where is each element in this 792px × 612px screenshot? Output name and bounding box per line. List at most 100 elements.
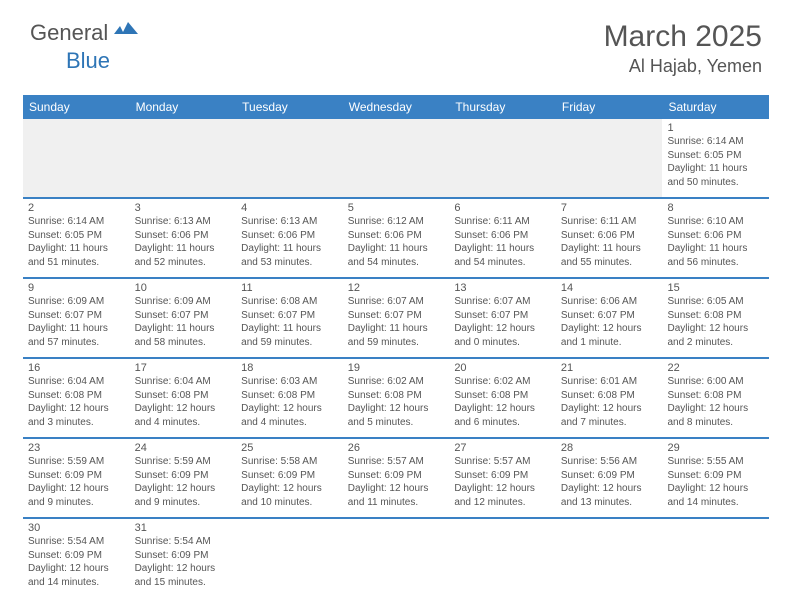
day-info: Sunrise: 6:05 AMSunset: 6:08 PMDaylight:… bbox=[667, 295, 764, 349]
week-row: 2Sunrise: 6:14 AMSunset: 6:05 PMDaylight… bbox=[23, 199, 769, 279]
day-cell bbox=[236, 119, 343, 197]
day-number: 4 bbox=[241, 202, 338, 214]
day-info: Sunrise: 6:11 AMSunset: 6:06 PMDaylight:… bbox=[454, 215, 551, 269]
day-cell: 5Sunrise: 6:12 AMSunset: 6:06 PMDaylight… bbox=[343, 199, 450, 277]
day-info: Sunrise: 6:04 AMSunset: 6:08 PMDaylight:… bbox=[28, 375, 125, 429]
day-number: 5 bbox=[348, 202, 445, 214]
daylight: Daylight: 11 hours and 54 minutes. bbox=[348, 242, 445, 269]
sunrise: Sunrise: 5:57 AM bbox=[348, 455, 445, 469]
day-cell: 27Sunrise: 5:57 AMSunset: 6:09 PMDayligh… bbox=[449, 439, 556, 517]
daylight: Daylight: 12 hours and 4 minutes. bbox=[241, 402, 338, 429]
day-cell: 10Sunrise: 6:09 AMSunset: 6:07 PMDayligh… bbox=[130, 279, 237, 357]
day-info: Sunrise: 6:12 AMSunset: 6:06 PMDaylight:… bbox=[348, 215, 445, 269]
sunrise: Sunrise: 6:05 AM bbox=[667, 295, 764, 309]
day-info: Sunrise: 6:14 AMSunset: 6:05 PMDaylight:… bbox=[667, 135, 764, 189]
logo: General bbox=[30, 20, 142, 46]
day-cell: 19Sunrise: 6:02 AMSunset: 6:08 PMDayligh… bbox=[343, 359, 450, 437]
day-info: Sunrise: 6:02 AMSunset: 6:08 PMDaylight:… bbox=[454, 375, 551, 429]
sunset: Sunset: 6:05 PM bbox=[28, 229, 125, 243]
day-cell: 30Sunrise: 5:54 AMSunset: 6:09 PMDayligh… bbox=[23, 519, 130, 597]
day-cell bbox=[449, 119, 556, 197]
sunrise: Sunrise: 6:03 AM bbox=[241, 375, 338, 389]
day-cell: 4Sunrise: 6:13 AMSunset: 6:06 PMDaylight… bbox=[236, 199, 343, 277]
daylight: Daylight: 12 hours and 13 minutes. bbox=[561, 482, 658, 509]
daylight: Daylight: 12 hours and 1 minute. bbox=[561, 322, 658, 349]
sunrise: Sunrise: 5:56 AM bbox=[561, 455, 658, 469]
daylight: Daylight: 12 hours and 2 minutes. bbox=[667, 322, 764, 349]
weekday-cell: Thursday bbox=[449, 95, 556, 119]
location: Al Hajab, Yemen bbox=[604, 56, 762, 77]
sunset: Sunset: 6:09 PM bbox=[241, 469, 338, 483]
day-info: Sunrise: 6:02 AMSunset: 6:08 PMDaylight:… bbox=[348, 375, 445, 429]
day-number: 14 bbox=[561, 282, 658, 294]
sunrise: Sunrise: 6:01 AM bbox=[561, 375, 658, 389]
day-cell: 25Sunrise: 5:58 AMSunset: 6:09 PMDayligh… bbox=[236, 439, 343, 517]
week-row: 16Sunrise: 6:04 AMSunset: 6:08 PMDayligh… bbox=[23, 359, 769, 439]
day-cell bbox=[236, 519, 343, 597]
day-number: 12 bbox=[348, 282, 445, 294]
sunset: Sunset: 6:09 PM bbox=[561, 469, 658, 483]
day-number: 15 bbox=[667, 282, 764, 294]
daylight: Daylight: 11 hours and 53 minutes. bbox=[241, 242, 338, 269]
daylight: Daylight: 11 hours and 56 minutes. bbox=[667, 242, 764, 269]
sunrise: Sunrise: 6:02 AM bbox=[454, 375, 551, 389]
week-row: 30Sunrise: 5:54 AMSunset: 6:09 PMDayligh… bbox=[23, 519, 769, 597]
daylight: Daylight: 12 hours and 5 minutes. bbox=[348, 402, 445, 429]
daylight: Daylight: 12 hours and 14 minutes. bbox=[667, 482, 764, 509]
day-cell bbox=[130, 119, 237, 197]
day-number: 24 bbox=[135, 442, 232, 454]
day-cell bbox=[449, 519, 556, 597]
day-info: Sunrise: 6:04 AMSunset: 6:08 PMDaylight:… bbox=[135, 375, 232, 429]
sunset: Sunset: 6:09 PM bbox=[348, 469, 445, 483]
month-title: March 2025 bbox=[604, 20, 762, 54]
sunrise: Sunrise: 5:54 AM bbox=[135, 535, 232, 549]
day-info: Sunrise: 6:11 AMSunset: 6:06 PMDaylight:… bbox=[561, 215, 658, 269]
day-info: Sunrise: 5:59 AMSunset: 6:09 PMDaylight:… bbox=[135, 455, 232, 509]
day-info: Sunrise: 6:01 AMSunset: 6:08 PMDaylight:… bbox=[561, 375, 658, 429]
day-number: 6 bbox=[454, 202, 551, 214]
day-number: 17 bbox=[135, 362, 232, 374]
day-cell: 14Sunrise: 6:06 AMSunset: 6:07 PMDayligh… bbox=[556, 279, 663, 357]
day-cell bbox=[556, 119, 663, 197]
sunrise: Sunrise: 5:59 AM bbox=[135, 455, 232, 469]
day-number: 29 bbox=[667, 442, 764, 454]
weekday-cell: Wednesday bbox=[343, 95, 450, 119]
logo-sub: Blue bbox=[66, 48, 110, 73]
daylight: Daylight: 11 hours and 58 minutes. bbox=[135, 322, 232, 349]
sunrise: Sunrise: 6:00 AM bbox=[667, 375, 764, 389]
calendar: SundayMondayTuesdayWednesdayThursdayFrid… bbox=[23, 95, 769, 597]
sunset: Sunset: 6:07 PM bbox=[561, 309, 658, 323]
weekday-cell: Tuesday bbox=[236, 95, 343, 119]
sunset: Sunset: 6:08 PM bbox=[28, 389, 125, 403]
sunset: Sunset: 6:06 PM bbox=[241, 229, 338, 243]
daylight: Daylight: 12 hours and 0 minutes. bbox=[454, 322, 551, 349]
day-number: 3 bbox=[135, 202, 232, 214]
daylight: Daylight: 11 hours and 52 minutes. bbox=[135, 242, 232, 269]
sunrise: Sunrise: 6:06 AM bbox=[561, 295, 658, 309]
weeks-container: 1Sunrise: 6:14 AMSunset: 6:05 PMDaylight… bbox=[23, 119, 769, 597]
daylight: Daylight: 12 hours and 11 minutes. bbox=[348, 482, 445, 509]
weekday-header: SundayMondayTuesdayWednesdayThursdayFrid… bbox=[23, 95, 769, 119]
day-number: 2 bbox=[28, 202, 125, 214]
day-info: Sunrise: 6:09 AMSunset: 6:07 PMDaylight:… bbox=[28, 295, 125, 349]
day-info: Sunrise: 6:10 AMSunset: 6:06 PMDaylight:… bbox=[667, 215, 764, 269]
day-cell: 2Sunrise: 6:14 AMSunset: 6:05 PMDaylight… bbox=[23, 199, 130, 277]
day-info: Sunrise: 6:08 AMSunset: 6:07 PMDaylight:… bbox=[241, 295, 338, 349]
day-info: Sunrise: 6:03 AMSunset: 6:08 PMDaylight:… bbox=[241, 375, 338, 429]
day-info: Sunrise: 6:13 AMSunset: 6:06 PMDaylight:… bbox=[241, 215, 338, 269]
sunrise: Sunrise: 6:13 AM bbox=[241, 215, 338, 229]
sunrise: Sunrise: 5:57 AM bbox=[454, 455, 551, 469]
day-number: 7 bbox=[561, 202, 658, 214]
daylight: Daylight: 12 hours and 3 minutes. bbox=[28, 402, 125, 429]
day-number: 10 bbox=[135, 282, 232, 294]
daylight: Daylight: 12 hours and 12 minutes. bbox=[454, 482, 551, 509]
sunset: Sunset: 6:08 PM bbox=[241, 389, 338, 403]
sunset: Sunset: 6:09 PM bbox=[667, 469, 764, 483]
day-number: 22 bbox=[667, 362, 764, 374]
weekday-cell: Friday bbox=[556, 95, 663, 119]
day-cell: 31Sunrise: 5:54 AMSunset: 6:09 PMDayligh… bbox=[130, 519, 237, 597]
day-cell bbox=[556, 519, 663, 597]
sunset: Sunset: 6:09 PM bbox=[28, 549, 125, 563]
sunrise: Sunrise: 6:08 AM bbox=[241, 295, 338, 309]
day-info: Sunrise: 5:57 AMSunset: 6:09 PMDaylight:… bbox=[348, 455, 445, 509]
